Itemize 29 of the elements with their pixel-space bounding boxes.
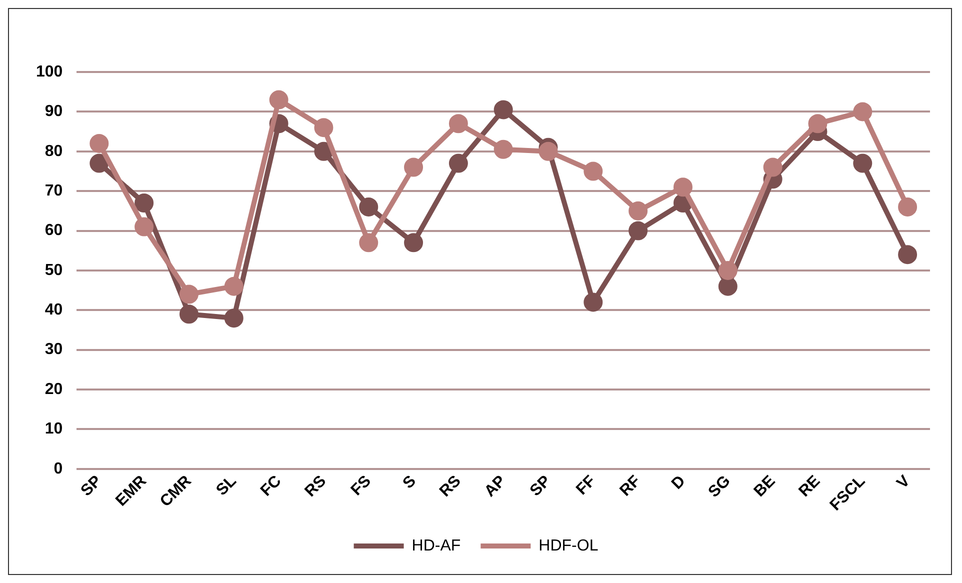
x-tick-label: RE bbox=[796, 472, 824, 500]
x-tick-label: FC bbox=[258, 472, 286, 500]
x-tick-label: V bbox=[894, 472, 914, 492]
x-tick-label: AP bbox=[482, 472, 510, 500]
x-tick-label: D bbox=[668, 472, 689, 493]
x-tick-label: FS bbox=[348, 472, 375, 500]
x-tick-label: SP bbox=[527, 472, 554, 500]
x-tick-label: RS bbox=[302, 472, 330, 500]
x-tick-label: SP bbox=[78, 472, 106, 500]
y-tick-label: 0 bbox=[54, 460, 63, 478]
y-tick-label: 50 bbox=[44, 262, 63, 279]
y-tick-label: 70 bbox=[44, 182, 63, 200]
x-tick-label: SL bbox=[213, 472, 240, 500]
x-tick-label: SG bbox=[705, 472, 734, 501]
x-tick-label: BE bbox=[751, 472, 779, 500]
x-tick-label: FF bbox=[573, 472, 600, 498]
y-tick-label: 10 bbox=[44, 420, 63, 438]
x-tick-label: S bbox=[400, 472, 420, 492]
legend-label: HDF-OL bbox=[538, 537, 598, 554]
x-tick-label: RS bbox=[436, 472, 465, 500]
y-tick-label: 90 bbox=[44, 103, 63, 120]
y-tick-label: 60 bbox=[44, 222, 63, 240]
x-tick-label: RF bbox=[616, 472, 644, 500]
y-tick-label: 100 bbox=[36, 63, 63, 80]
legend-label: HD-AF bbox=[412, 537, 461, 554]
y-tick-label: 40 bbox=[44, 302, 63, 319]
y-tick-label: 80 bbox=[44, 142, 63, 160]
y-tick-label: 30 bbox=[44, 341, 63, 358]
y-tick-label: 20 bbox=[44, 380, 63, 398]
